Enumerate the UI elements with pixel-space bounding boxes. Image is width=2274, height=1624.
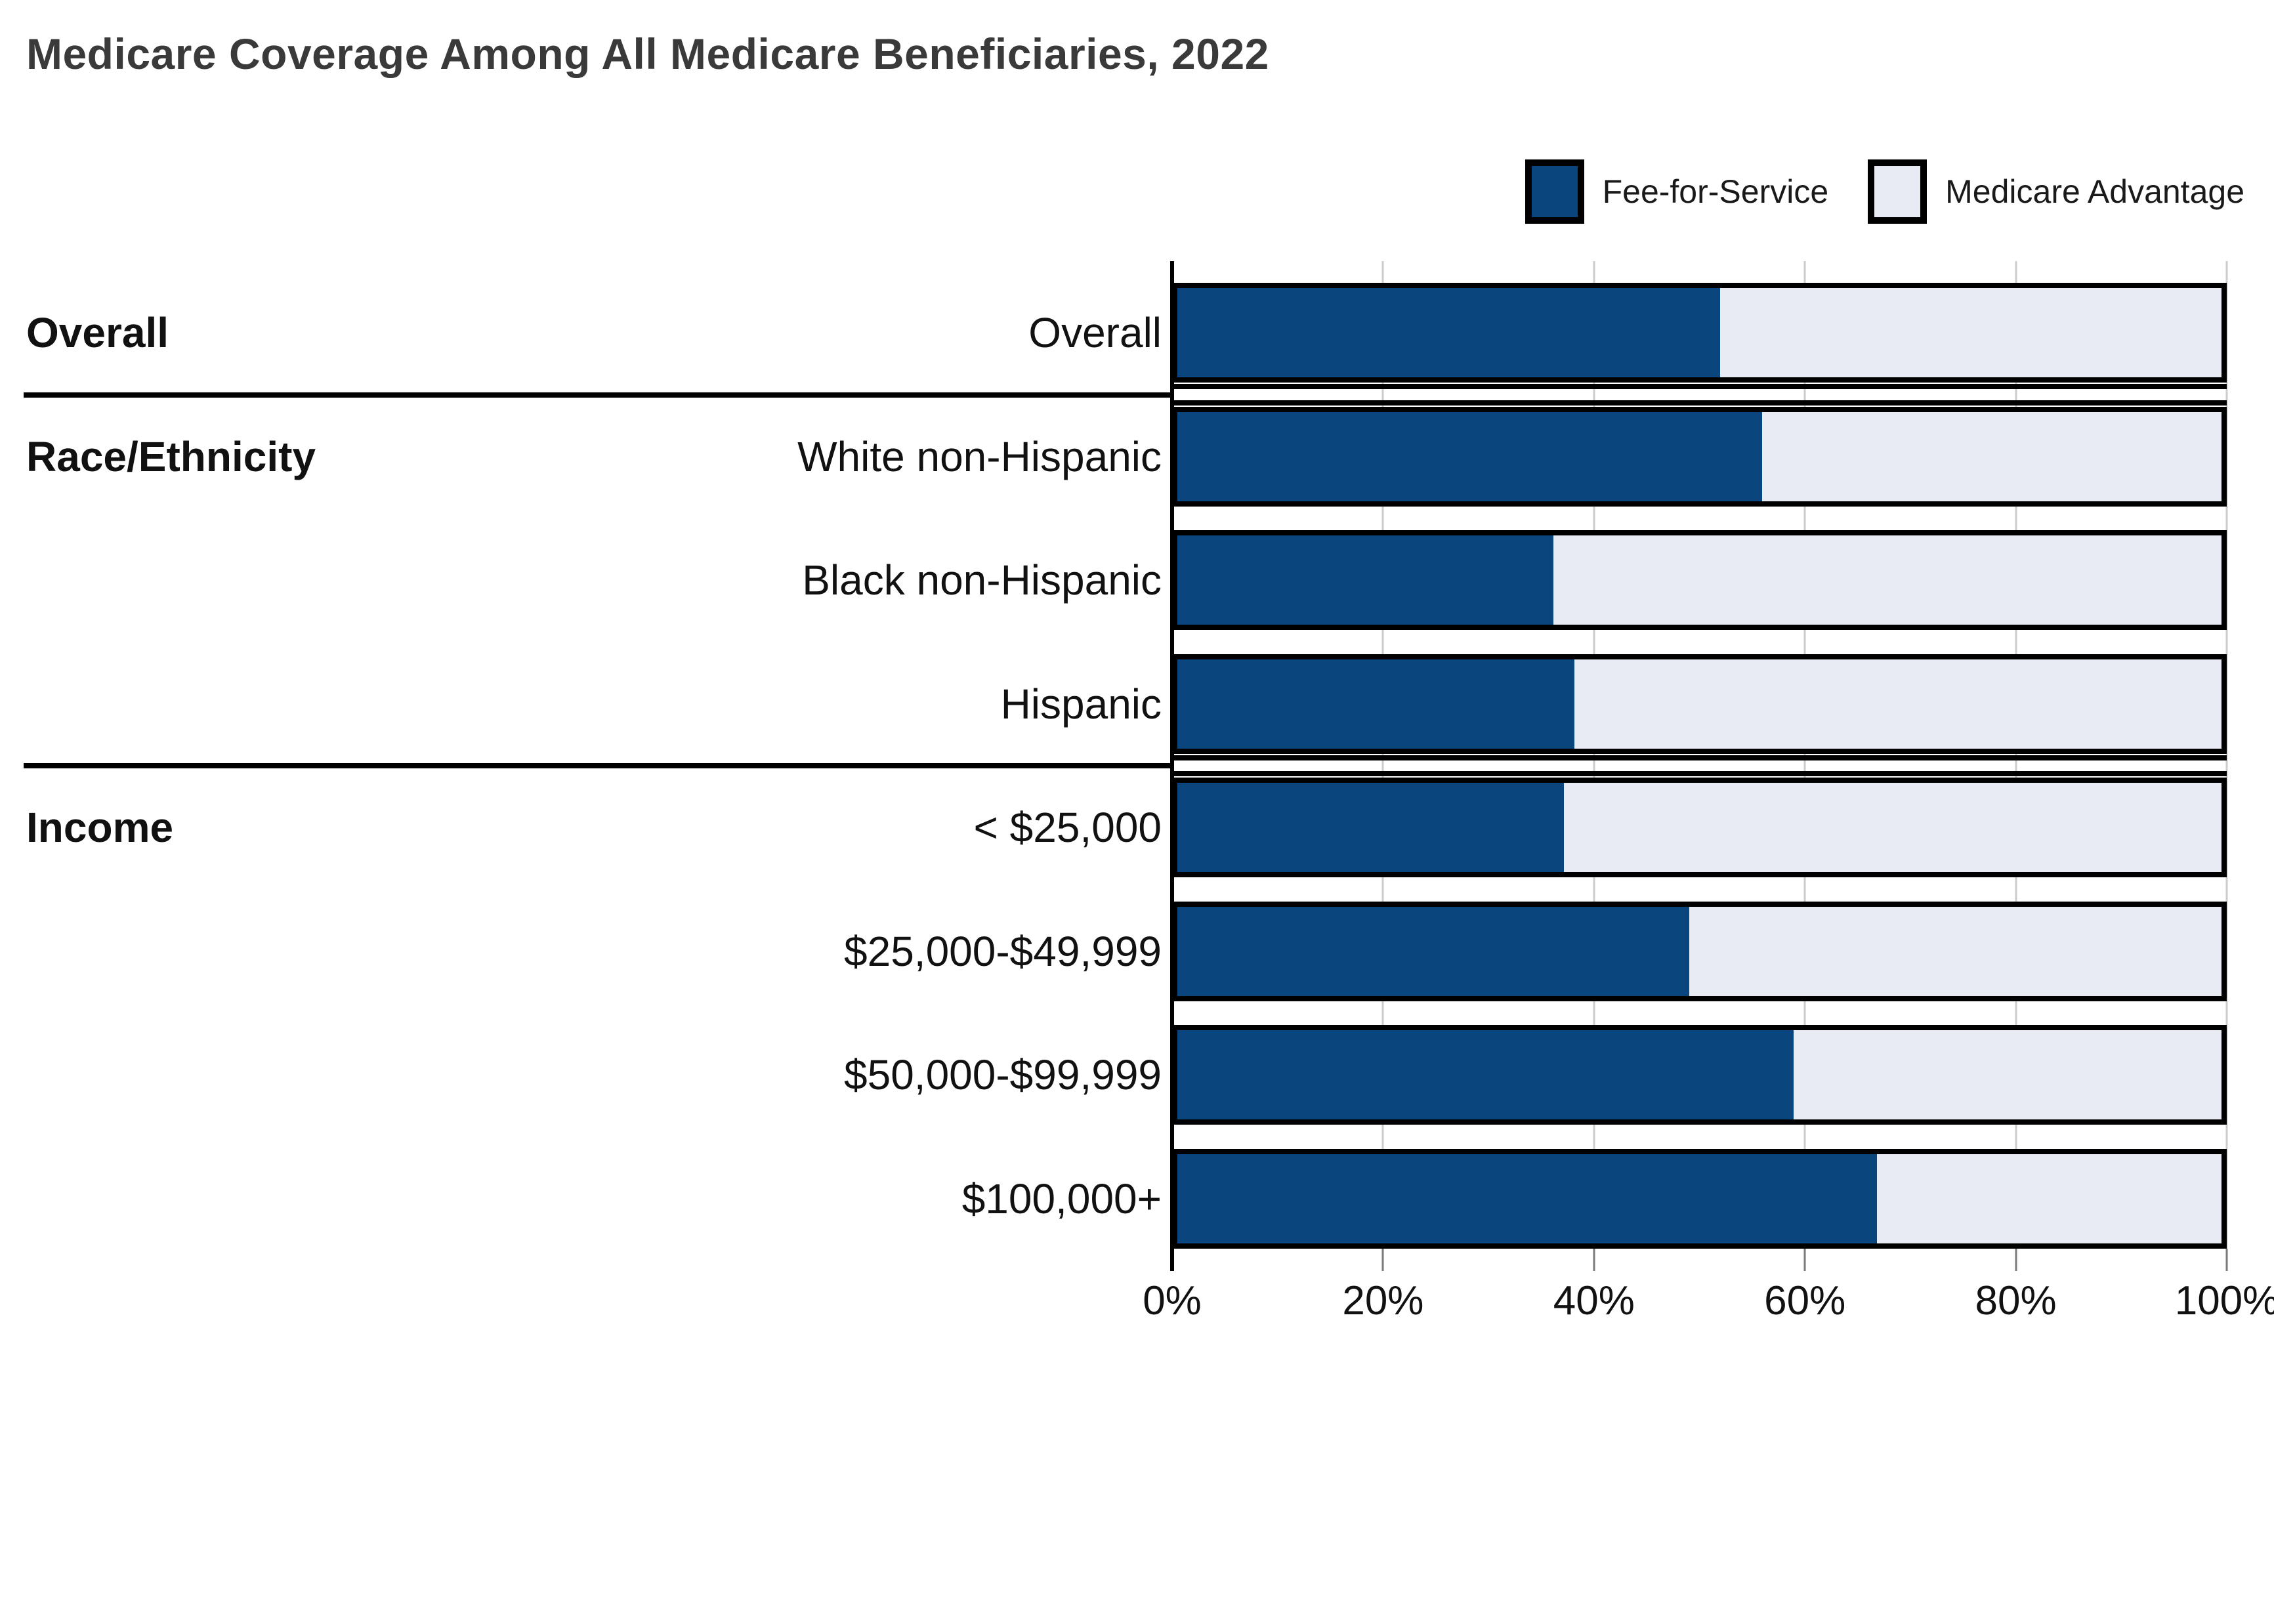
x-axis-tick: [1593, 1249, 1595, 1271]
bar-segment-fee-for-service: [1177, 907, 1689, 996]
gridline-80: [2015, 261, 2017, 1249]
bar-row: [1172, 1025, 2227, 1125]
bar-row: [1172, 283, 2227, 383]
bar-segment-fee-for-service: [1177, 1154, 1877, 1243]
x-tick-label: 20%: [1342, 1278, 1424, 1323]
section-separator-line: [1172, 755, 2227, 760]
section-label: Overall: [26, 309, 169, 356]
bar-segment-fee-for-service: [1177, 535, 1553, 625]
x-axis-tick: [1803, 1249, 1806, 1271]
x-tick-label: 80%: [1975, 1278, 2057, 1323]
x-axis-tick: [2015, 1249, 2017, 1271]
row-label: < $25,000: [973, 804, 1162, 851]
x-axis-tick: [1170, 1249, 1174, 1271]
row-label: White non-Hispanic: [797, 433, 1162, 480]
x-tick-label: 100%: [2174, 1278, 2274, 1323]
legend: Fee-for-Service Medicare Advantage: [1525, 159, 2244, 224]
legend-item-medicare-advantage: Medicare Advantage: [1868, 159, 2244, 224]
bar-segment-medicare-advantage: [1761, 412, 2221, 501]
row-label: $50,000-$99,999: [844, 1051, 1162, 1098]
section-divider: [24, 392, 1172, 398]
row-label: $100,000+: [961, 1175, 1162, 1222]
section-label: Race/Ethnicity: [26, 433, 316, 480]
x-tick-label: 60%: [1764, 1278, 1846, 1323]
row-label: Black non-Hispanic: [802, 556, 1162, 604]
legend-item-fee-for-service: Fee-for-Service: [1525, 159, 1829, 224]
section-divider: [24, 763, 1172, 768]
bar-segment-fee-for-service: [1177, 659, 1574, 749]
x-axis-tick: [2225, 1249, 2228, 1271]
bar-segment-medicare-advantage: [1574, 659, 2221, 749]
plot-area: 0% 20% 40% 60% 80% 100%: [1143, 261, 2274, 1323]
bar-segment-fee-for-service: [1177, 412, 1762, 501]
legend-label-medicare-advantage: Medicare Advantage: [1945, 173, 2244, 210]
bar-row: [1172, 654, 2227, 754]
x-axis-tick: [1381, 1249, 1384, 1271]
row-label: Overall: [1028, 309, 1162, 356]
gridline-20: [1381, 261, 1384, 1249]
x-tick-label: 0%: [1143, 1278, 1202, 1323]
medicare-advantage-swatch-icon: [1868, 159, 1927, 224]
legend-label-fee-for-service: Fee-for-Service: [1602, 173, 1829, 210]
bar-row: [1172, 778, 2227, 877]
bar-segment-fee-for-service: [1177, 288, 1721, 377]
fee-for-service-swatch-icon: [1525, 159, 1584, 224]
bar-segment-medicare-advantage: [1553, 535, 2221, 625]
section-separator-line: [1172, 771, 2227, 776]
gridline-60: [1803, 261, 1806, 1249]
bar-segment-medicare-advantage: [1876, 1154, 2221, 1243]
row-label: $25,000-$49,999: [844, 928, 1162, 975]
gridline-40: [1593, 261, 1595, 1249]
bar-segment-fee-for-service: [1177, 783, 1564, 872]
section-separator-line: [1172, 384, 2227, 389]
bar-row: [1172, 530, 2227, 630]
bar-segment-fee-for-service: [1177, 1030, 1794, 1119]
gridline-100: [2225, 261, 2228, 1249]
x-tick-label: 40%: [1553, 1278, 1635, 1323]
bar-segment-medicare-advantage: [1689, 907, 2221, 996]
bar-row: [1172, 1149, 2227, 1249]
section-separator-line: [1172, 400, 2227, 406]
bar-segment-medicare-advantage: [1563, 783, 2221, 872]
bar-row: [1172, 902, 2227, 1001]
bar-segment-medicare-advantage: [1793, 1030, 2221, 1119]
section-label: Income: [26, 804, 174, 851]
row-label: Hispanic: [1000, 680, 1162, 728]
bar-row: [1172, 407, 2227, 507]
chart-title: Medicare Coverage Among All Medicare Ben…: [26, 30, 1269, 78]
bar-segment-medicare-advantage: [1720, 288, 2221, 377]
y-axis-line: [1170, 261, 1174, 1249]
